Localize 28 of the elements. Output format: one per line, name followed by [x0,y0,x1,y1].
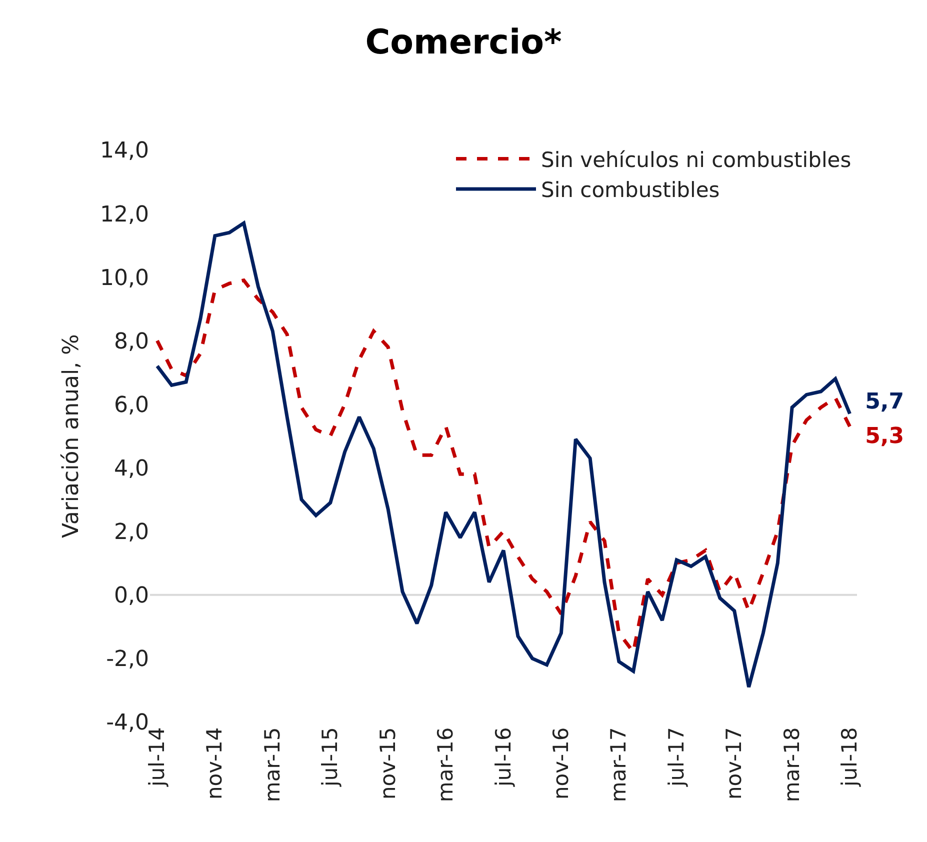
x-tick-label: jul-17 [664,727,688,788]
x-tick-label: nov-16 [549,727,574,800]
data-label: 5,3 [850,424,904,449]
line-series [155,221,852,689]
y-tick-label: 2,0 [114,520,149,546]
y-tick-label: 12,0 [100,202,149,228]
x-tick-label: nov-15 [376,727,400,800]
x-tick-label: mar-18 [780,727,804,802]
x-tick-label: nov-17 [722,727,746,800]
x-tick-label: jul-15 [318,727,342,788]
y-tick-label: 6,0 [114,392,149,418]
y-tick-label: 14,0 [100,138,149,164]
y-tick-label: 10,0 [100,266,149,291]
x-tick-label: jul-18 [838,727,862,788]
x-tick-label: nov-14 [202,727,227,800]
chart-title: Comercio* [365,22,562,62]
legend-label: Sin vehículos ni combustibles [541,148,852,172]
data-label: 5,7 [850,389,904,414]
y-tick-label: 8,0 [114,329,149,354]
legend-label: Sin combustibles [541,178,720,202]
x-tick-label: mar-15 [260,727,284,802]
y-tick-label: 4,0 [114,456,149,482]
y-tick-label: 0,0 [114,584,149,609]
x-tick-label: mar-17 [606,727,631,802]
x-tick-label: jul-16 [491,727,516,788]
y-axis-title: Variación anual, % [58,334,84,538]
y-tick-label: -2,0 [106,647,149,672]
x-tick-label: mar-16 [434,727,458,802]
